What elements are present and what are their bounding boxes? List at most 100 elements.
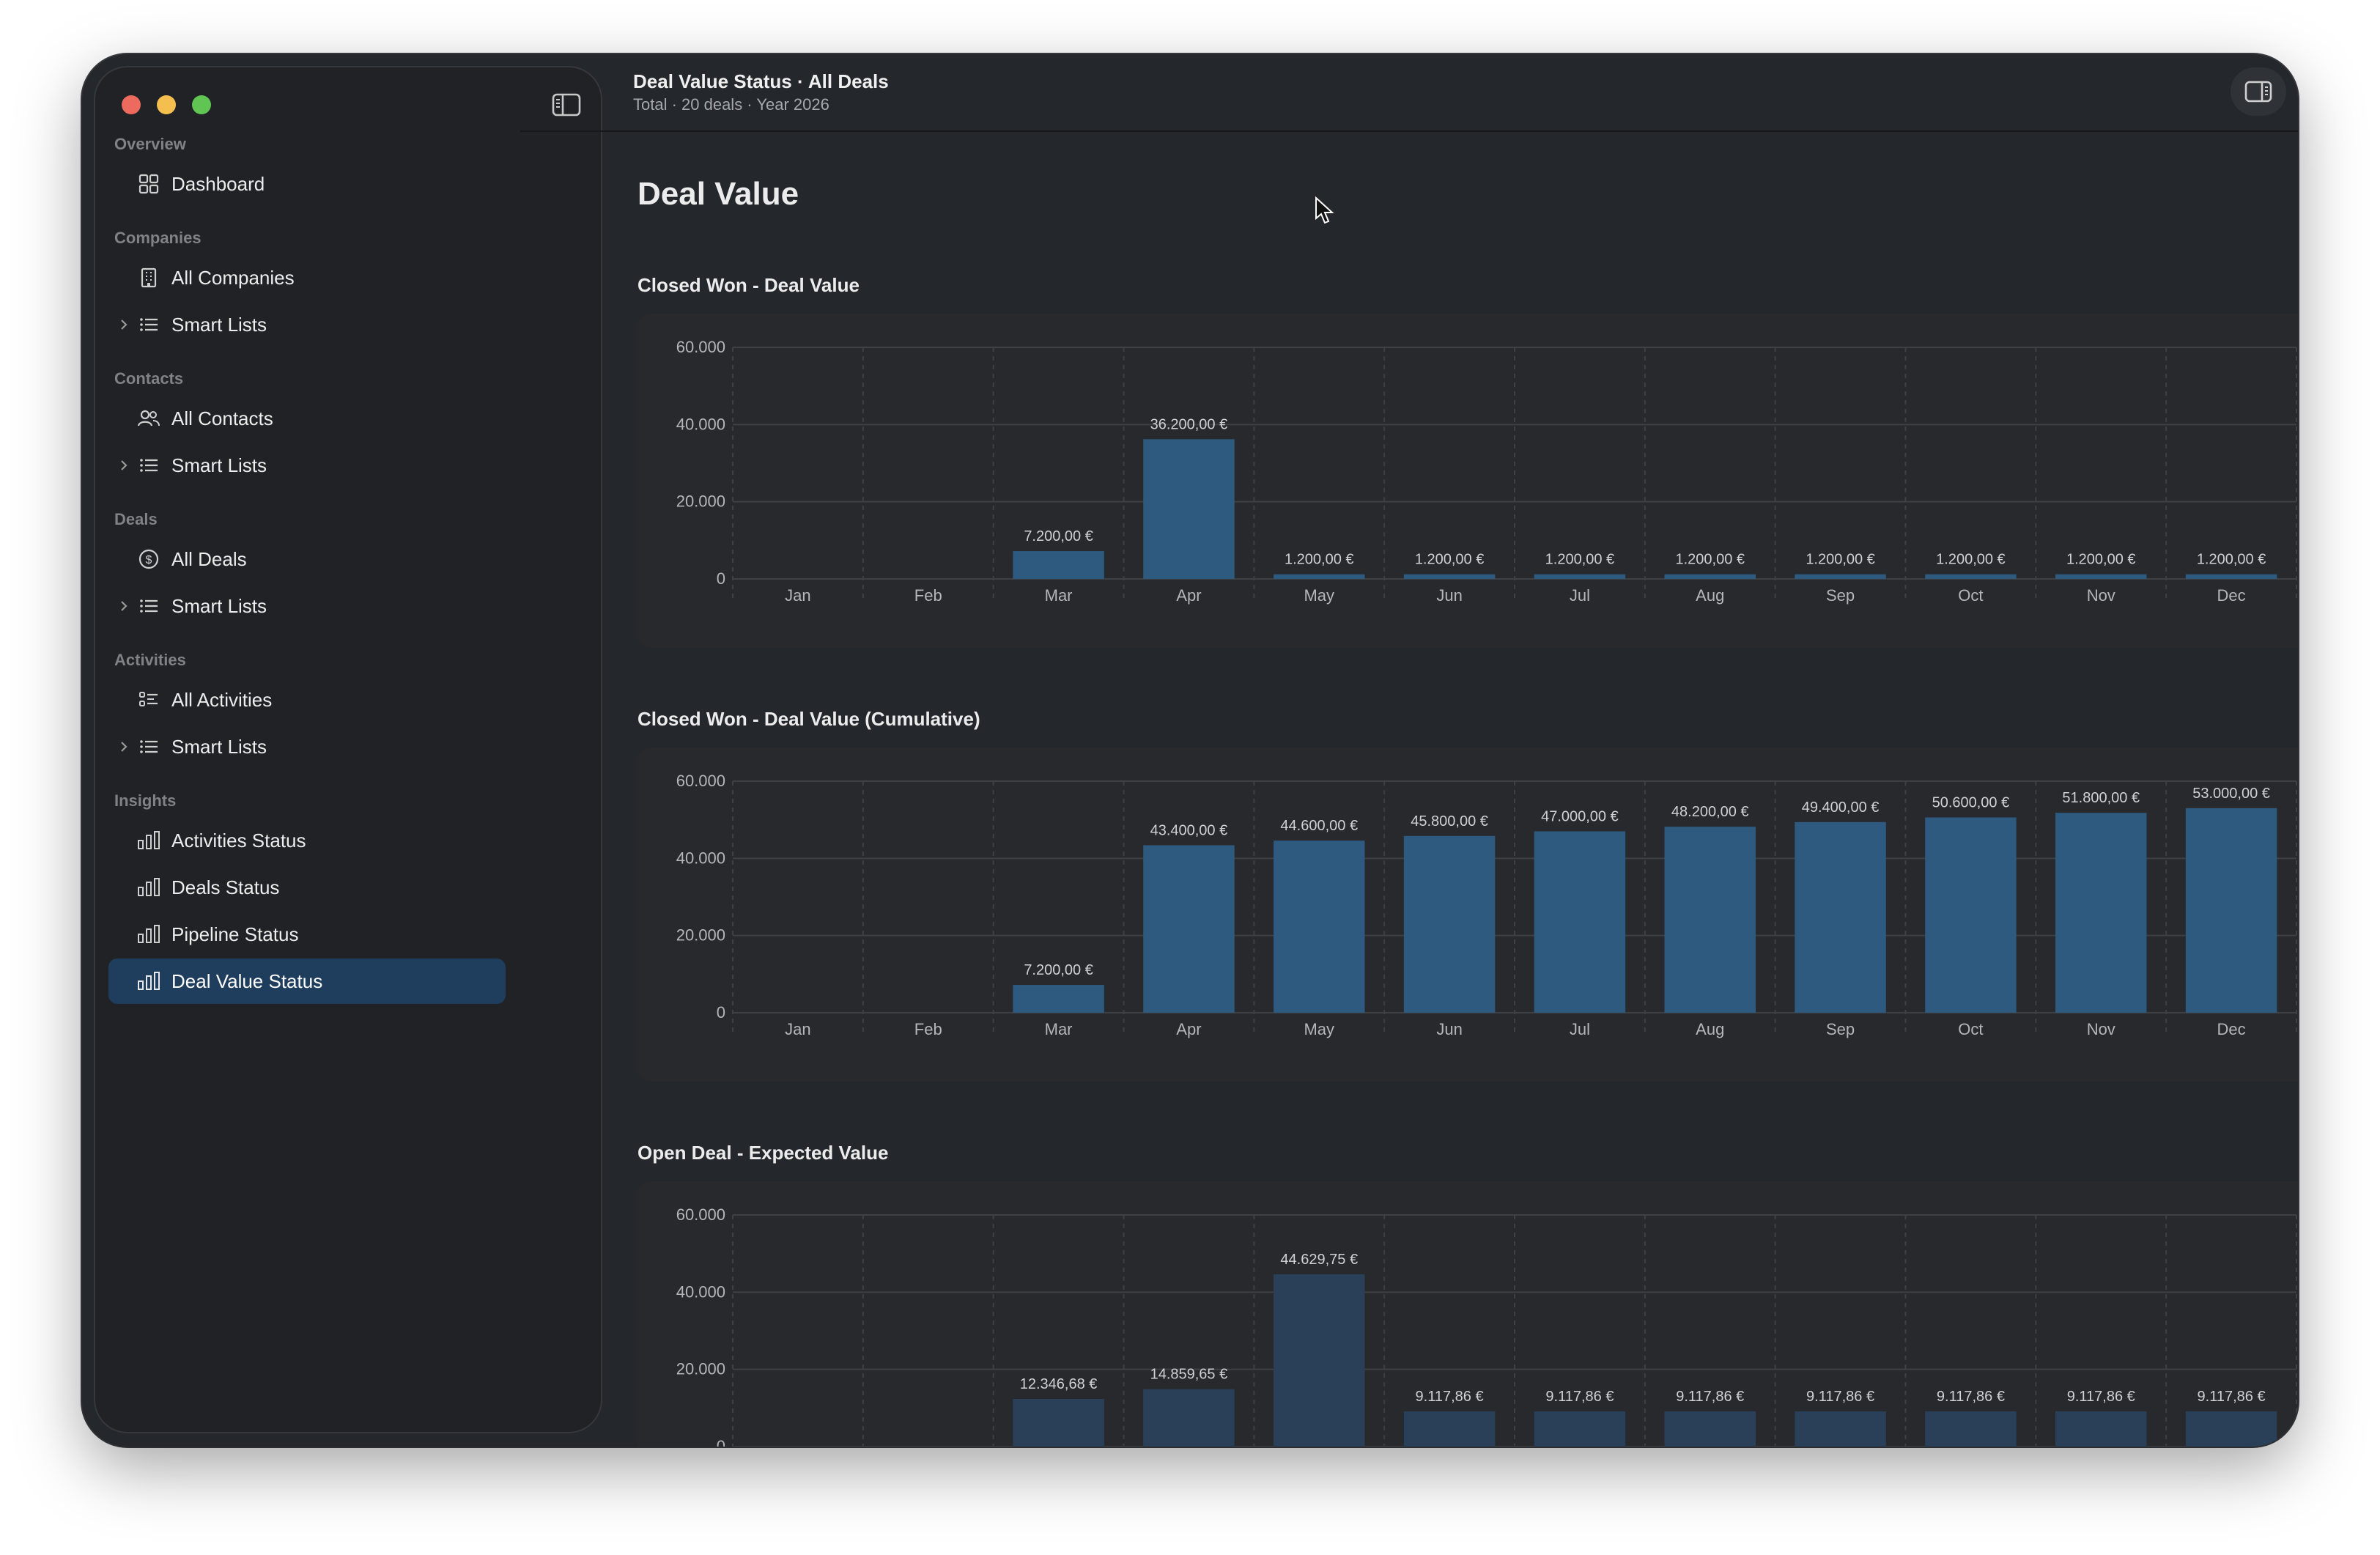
x-tick-label: Sep [1826,1020,1855,1038]
bar [1534,1411,1626,1447]
x-tick-label: Feb [914,586,942,605]
bar-chart-icon [136,969,161,994]
bar [1925,817,2017,1013]
dollar-circle-icon: $ [136,547,161,572]
x-tick-label: Mar [1045,1020,1073,1038]
list-icon [136,734,161,759]
data-label: 1.200,00 € [2197,552,2266,568]
sidebar-item-label: Dashboard [171,172,265,195]
toggle-inspector-button[interactable] [2231,67,2286,116]
x-tick-label: Jul [1570,586,1590,605]
sidebar-item-deals-status[interactable]: Deals Status [108,865,506,910]
sidebar: Overview Dashboard Companies All Compani… [94,66,602,1433]
close-window-button[interactable] [122,95,141,114]
bar [1143,439,1235,579]
list-icon [136,453,161,478]
x-tick-label: Jan [785,586,810,605]
toggle-sidebar-button[interactable] [551,91,582,119]
data-label: 7.200,00 € [1024,528,1093,544]
list-icon [136,312,161,337]
sidebar-item-all-activities[interactable]: All Activities [108,677,506,723]
minimize-window-button[interactable] [157,95,176,114]
sidebar-item-deal-value-status[interactable]: Deal Value Status [108,959,506,1004]
data-label: 43.400,00 € [1150,822,1228,838]
sidebar-item-deals-smart-lists[interactable]: Smart Lists [108,583,506,629]
section-label-overview: Overview [114,135,186,153]
mouse-pointer-icon [1315,196,1334,224]
chart-closed-won-svg: 0 20.000 40.000 60.000 Jan Feb 7.200,00 € Mar 36… [676,338,2297,605]
x-tick-label: Apr [1176,1020,1201,1038]
chart-title-closed-won: Closed Won - Deal Value [638,274,860,296]
bar [1013,551,1104,579]
data-label: 1.200,00 € [1415,552,1485,568]
data-label: 1.200,00 € [2066,552,2136,568]
bar [1534,574,1626,579]
sidebar-item-label: All Activities [171,688,273,711]
chevron-right-icon[interactable] [113,736,135,758]
app-window: Overview Dashboard Companies All Compani… [82,54,2298,1447]
bar-chart-icon [136,828,161,853]
bar [1403,574,1496,579]
bar [1534,831,1626,1013]
data-label: 47.000,00 € [1541,808,1619,824]
sidebar-item-label: Deals Status [171,876,280,898]
sidebar-item-activities-status[interactable]: Activities Status [108,818,506,863]
chevron-right-icon[interactable] [113,454,135,476]
bar [2185,574,2277,579]
list-icon [136,594,161,618]
section-label-insights: Insights [114,791,177,810]
data-label: 1.200,00 € [1806,552,1875,568]
bar [1274,841,1365,1013]
data-label: 53.000,00 € [2192,786,2270,802]
zoom-window-button[interactable] [192,95,211,114]
x-tick-label: Mar [1045,586,1073,605]
sidebar-item-activities-smart-lists[interactable]: Smart Lists [108,724,506,769]
data-label: 1.200,00 € [1285,552,1354,568]
x-tick-label: Jan [785,1020,810,1038]
sidebar-item-all-contacts[interactable]: All Contacts [108,396,506,441]
x-tick-label: Aug [1696,1020,1724,1038]
bar [1143,1389,1235,1447]
chart-closed-won-cumulative: 0 20.000 40.000 60.000 Jan Feb 7.200,00 € Mar 43… [638,747,2298,1082]
x-tick-label: Dec [2217,1020,2246,1038]
chart-title-closed-won-cumulative: Closed Won - Deal Value (Cumulative) [638,708,980,730]
window-subtitle: Total · 20 deals · Year 2026 [633,95,829,114]
sidebar-item-contacts-smart-lists[interactable]: Smart Lists [108,443,506,488]
bar [1403,835,1496,1013]
scroll-area[interactable]: Deal Value Closed Won - Deal Value 0 20.0… [520,54,2298,1447]
sidebar-item-pipeline-status[interactable]: Pipeline Status [108,912,506,957]
data-label: 9.117,86 € [1937,1389,2005,1405]
inspector-toggle-icon [2244,81,2272,103]
y-tick-label: 60.000 [676,772,725,790]
bar [1013,985,1104,1013]
main-content: Deal Value Status · All Deals Total · 20… [520,54,2298,1447]
page-title: Deal Value [638,176,799,212]
x-tick-label: Nov [2087,586,2115,605]
sidebar-toggle-icon [552,93,581,117]
sidebar-item-companies-smart-lists[interactable]: Smart Lists [108,302,506,347]
sidebar-item-label: Smart Lists [171,594,267,617]
data-label: 50.600,00 € [1932,795,2010,811]
x-tick-label: Apr [1176,586,1201,605]
data-label: 44.629,75 € [1280,1252,1358,1268]
chart-closed-won: 0 20.000 40.000 60.000 Jan Feb 7.200,00 € Mar 36… [638,314,2298,648]
bar [2185,808,2277,1013]
bar [2055,1411,2147,1447]
sidebar-item-all-companies[interactable]: All Companies [108,255,506,300]
chevron-right-icon[interactable] [113,314,135,336]
y-tick-label: 40.000 [676,415,725,433]
chevron-right-icon[interactable] [113,595,135,617]
y-tick-label: 40.000 [676,1282,725,1301]
checklist-icon [136,687,161,712]
y-tick-label: 60.000 [676,1205,725,1224]
sidebar-item-dashboard[interactable]: Dashboard [108,161,506,207]
sidebar-item-all-deals[interactable]: $ All Deals [108,536,506,582]
y-tick-label: 60.000 [676,338,725,356]
section-label-deals: Deals [114,510,158,528]
x-tick-label: Jun [1436,586,1462,605]
sidebar-item-label: Deal Value Status [171,969,323,992]
data-label: 9.117,86 € [1545,1389,1614,1405]
y-tick-label: 20.000 [676,926,725,945]
x-tick-label: May [1304,1020,1334,1038]
